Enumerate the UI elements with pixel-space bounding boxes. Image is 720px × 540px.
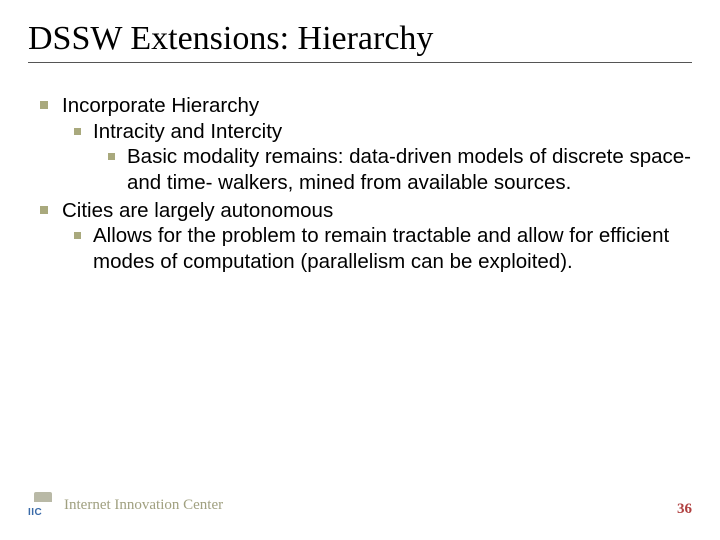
square-bullet-icon [108,153,115,160]
title-underline [28,62,692,63]
slide-title: DSSW Extensions: Hierarchy [28,20,692,58]
footer: IIC Internet Innovation Center 36 [28,492,692,518]
org-logo-icon: IIC [28,492,58,518]
bullet-list: Incorporate Hierarchy Intracity and Inte… [28,93,692,274]
bullet-list-lvl3: Basic modality remains: data-driven mode… [74,144,692,195]
square-bullet-icon [74,128,81,135]
list-item: Basic modality remains: data-driven mode… [108,144,692,195]
footer-left: IIC Internet Innovation Center [28,492,223,518]
list-row: Cities are largely autonomous [40,198,692,224]
bullet-list-lvl2: Allows for the problem to remain tractab… [40,223,692,274]
list-item: Intracity and Intercity Basic modality r… [74,119,692,196]
bullet-text: Cities are largely autonomous [62,198,333,224]
slide-container: DSSW Extensions: Hierarchy Incorporate H… [0,0,720,540]
list-row: Basic modality remains: data-driven mode… [108,144,692,195]
square-bullet-icon [40,206,48,214]
logo-abbrev: IIC [28,507,42,518]
list-row: Intracity and Intercity [74,119,692,145]
list-item: Incorporate Hierarchy Intracity and Inte… [40,93,692,196]
square-bullet-icon [74,232,81,239]
bullet-text: Basic modality remains: data-driven mode… [127,144,692,195]
list-item: Allows for the problem to remain tractab… [74,223,692,274]
page-number: 36 [677,501,692,518]
square-bullet-icon [40,101,48,109]
list-row: Incorporate Hierarchy [40,93,692,119]
footer-org-text: Internet Innovation Center [64,497,223,514]
list-row: Allows for the problem to remain tractab… [74,223,692,274]
bullet-text: Incorporate Hierarchy [62,93,259,119]
list-item: Cities are largely autonomous Allows for… [40,198,692,275]
bullet-list-lvl2: Intracity and Intercity Basic modality r… [40,119,692,196]
bullet-text: Allows for the problem to remain tractab… [93,223,692,274]
bullet-text: Intracity and Intercity [93,119,282,145]
